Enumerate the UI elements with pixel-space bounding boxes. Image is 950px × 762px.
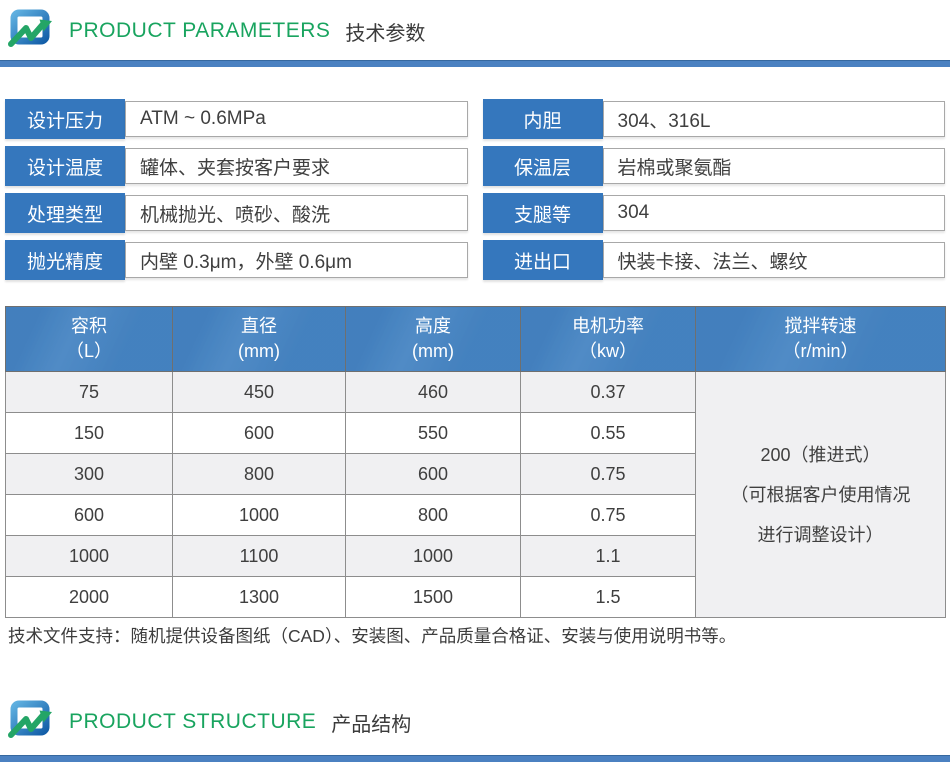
cell-height: 550	[345, 412, 521, 454]
field-value: 304、316L	[602, 101, 945, 137]
cell-volume: 150	[5, 412, 173, 454]
speed-note-line: （可根据客户使用情况	[730, 484, 911, 505]
cell-diameter: 1000	[172, 494, 346, 536]
cell-diameter: 1300	[172, 576, 346, 618]
cell-diameter: 600	[172, 412, 346, 454]
cell-stir-speed-note: 200（推进式） （可根据客户使用情况 进行调整设计）	[695, 371, 946, 618]
table-row: 600 1000 800 0.75	[5, 494, 946, 536]
cell-height: 460	[345, 371, 521, 413]
field-value: 内壁 0.3μm，外壁 0.6μm	[125, 242, 468, 278]
cell-power: 0.75	[520, 494, 696, 536]
structure-title-zh: 产品结构	[331, 713, 412, 736]
parameter-fields: 设计压力 ATM ~ 0.6MPa 设计温度 罐体、夹套按客户要求 处理类型 机…	[5, 99, 945, 280]
field-treatment-type: 处理类型 机械抛光、喷砂、酸洗	[5, 193, 468, 233]
speed-note-line: 200（推进式）	[760, 444, 881, 465]
cell-power: 0.37	[520, 371, 696, 413]
field-design-pressure: 设计压力 ATM ~ 0.6MPa	[5, 99, 468, 139]
brand-logo-icon	[8, 700, 52, 738]
header-stir-speed: 搅拌转速 （r/min）	[695, 306, 946, 372]
field-value: 304	[602, 195, 945, 231]
parameters-title-en: PRODUCT PARAMETERS	[69, 19, 331, 42]
field-value: 机械抛光、喷砂、酸洗	[125, 195, 468, 231]
cell-diameter: 800	[172, 453, 346, 495]
cell-power: 0.55	[520, 412, 696, 454]
field-inner-tank: 内胆 304、316L	[482, 99, 945, 139]
field-label: 进出口	[482, 240, 603, 280]
table-row: 150 600 550 0.55	[5, 412, 946, 454]
field-label: 设计压力	[5, 99, 125, 139]
table-row: 300 800 600 0.75	[5, 453, 946, 495]
table-row: 75 450 460 0.37 200（推进式） （可根据客户使用情况 进行调整…	[5, 371, 946, 618]
field-label: 处理类型	[5, 193, 125, 233]
table-row: 1000 1100 1000 1.1	[5, 535, 946, 577]
header-height: 高度 (mm)	[345, 306, 521, 372]
cell-height: 1500	[345, 576, 521, 618]
section-header-parameters: PRODUCT PARAMETERS 技术参数	[8, 5, 425, 57]
spec-table: 容积 （L） 直径 (mm) 高度 (mm) 电机功率 （kw） 搅拌转速 （r/min）…	[5, 306, 946, 618]
header-volume: 容积 （L）	[5, 306, 173, 372]
field-legs: 支腿等 304	[482, 193, 945, 233]
structure-title-en: PRODUCT STRUCTURE	[69, 710, 317, 733]
cell-volume: 2000	[5, 576, 173, 618]
field-polishing-precision: 抛光精度 内壁 0.3μm，外壁 0.6μm	[5, 240, 468, 280]
cell-volume: 300	[5, 453, 173, 495]
field-label: 保温层	[482, 146, 603, 186]
field-value: ATM ~ 0.6MPa	[125, 101, 468, 137]
cell-power: 0.75	[520, 453, 696, 495]
spec-table-header: 容积 （L） 直径 (mm) 高度 (mm) 电机功率 （kw） 搅拌转速 （r/min）	[5, 306, 946, 372]
section-header-structure: PRODUCT STRUCTURE 产品结构	[8, 696, 411, 748]
speed-note-line: 进行调整设计）	[757, 524, 884, 545]
header-diameter: 直径 (mm)	[172, 306, 346, 372]
cell-height: 1000	[345, 535, 521, 577]
cell-volume: 600	[5, 494, 173, 536]
brand-logo-icon	[8, 9, 52, 47]
field-insulation-layer: 保温层 岩棉或聚氨酯	[482, 146, 945, 186]
cell-height: 600	[345, 453, 521, 495]
field-value: 快装卡接、法兰、螺纹	[602, 242, 945, 278]
bottom-divider-bar	[0, 755, 950, 762]
field-design-temperature: 设计温度 罐体、夹套按客户要求	[5, 146, 468, 186]
top-divider-bar	[0, 60, 950, 67]
field-label: 设计温度	[5, 146, 125, 186]
cell-power: 1.1	[520, 535, 696, 577]
cell-height: 800	[345, 494, 521, 536]
field-inlet-outlet: 进出口 快装卡接、法兰、螺纹	[482, 240, 945, 280]
header-motor-power: 电机功率 （kw）	[520, 306, 696, 372]
field-label: 内胆	[482, 99, 603, 139]
field-value: 岩棉或聚氨酯	[602, 148, 945, 184]
field-value: 罐体、夹套按客户要求	[125, 148, 468, 184]
fields-left-column: 设计压力 ATM ~ 0.6MPa 设计温度 罐体、夹套按客户要求 处理类型 机…	[5, 99, 468, 280]
field-label: 支腿等	[482, 193, 603, 233]
cell-power: 1.5	[520, 576, 696, 618]
cell-diameter: 450	[172, 371, 346, 413]
cell-diameter: 1100	[172, 535, 346, 577]
table-row: 2000 1300 1500 1.5	[5, 576, 946, 618]
parameters-title-zh: 技术参数	[345, 22, 426, 45]
fields-right-column: 内胆 304、316L 保温层 岩棉或聚氨酯 支腿等 304 进出口 快装卡接、…	[482, 99, 945, 280]
cell-volume: 1000	[5, 535, 173, 577]
field-label: 抛光精度	[5, 240, 125, 280]
technical-support-note: 技术文件支持：随机提供设备图纸（CAD）、安装图、产品质量合格证、安装与使用说明…	[8, 626, 737, 646]
cell-volume: 75	[5, 371, 173, 413]
